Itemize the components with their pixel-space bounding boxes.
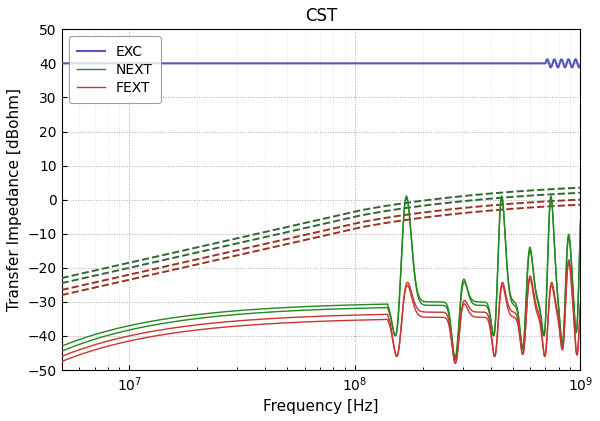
FEXT xyxy=(148,329,155,334)
EXC xyxy=(257,61,264,66)
NEXT xyxy=(577,221,584,226)
EXC xyxy=(280,61,287,66)
Line: EXC: EXC xyxy=(62,59,580,67)
EXC xyxy=(547,65,554,70)
EXC xyxy=(577,63,584,68)
FEXT xyxy=(257,317,264,322)
FEXT xyxy=(511,310,518,315)
EXC xyxy=(511,61,518,66)
Line: NEXT: NEXT xyxy=(62,198,580,360)
EXC xyxy=(572,57,579,62)
Title: CST: CST xyxy=(305,7,337,25)
NEXT xyxy=(148,319,155,324)
FEXT xyxy=(567,268,574,273)
Legend: EXC, NEXT, FEXT: EXC, NEXT, FEXT xyxy=(68,36,161,103)
NEXT xyxy=(567,248,574,253)
FEXT xyxy=(280,315,287,320)
EXC xyxy=(567,61,574,66)
NEXT xyxy=(452,357,459,362)
FEXT xyxy=(58,354,65,359)
NEXT xyxy=(547,195,554,200)
Line: FEXT: FEXT xyxy=(62,260,580,363)
FEXT xyxy=(577,301,584,306)
EXC xyxy=(148,61,155,66)
NEXT xyxy=(117,325,124,330)
FEXT xyxy=(117,335,124,340)
X-axis label: Frequency [Hz]: Frequency [Hz] xyxy=(263,399,379,414)
NEXT xyxy=(280,305,287,310)
NEXT xyxy=(257,306,264,312)
FEXT xyxy=(452,361,459,366)
Y-axis label: Transfer Impedance [dBohm]: Transfer Impedance [dBohm] xyxy=(7,88,22,311)
NEXT xyxy=(511,299,518,304)
EXC xyxy=(117,61,124,66)
FEXT xyxy=(565,257,572,262)
EXC xyxy=(58,61,65,66)
NEXT xyxy=(58,344,65,349)
